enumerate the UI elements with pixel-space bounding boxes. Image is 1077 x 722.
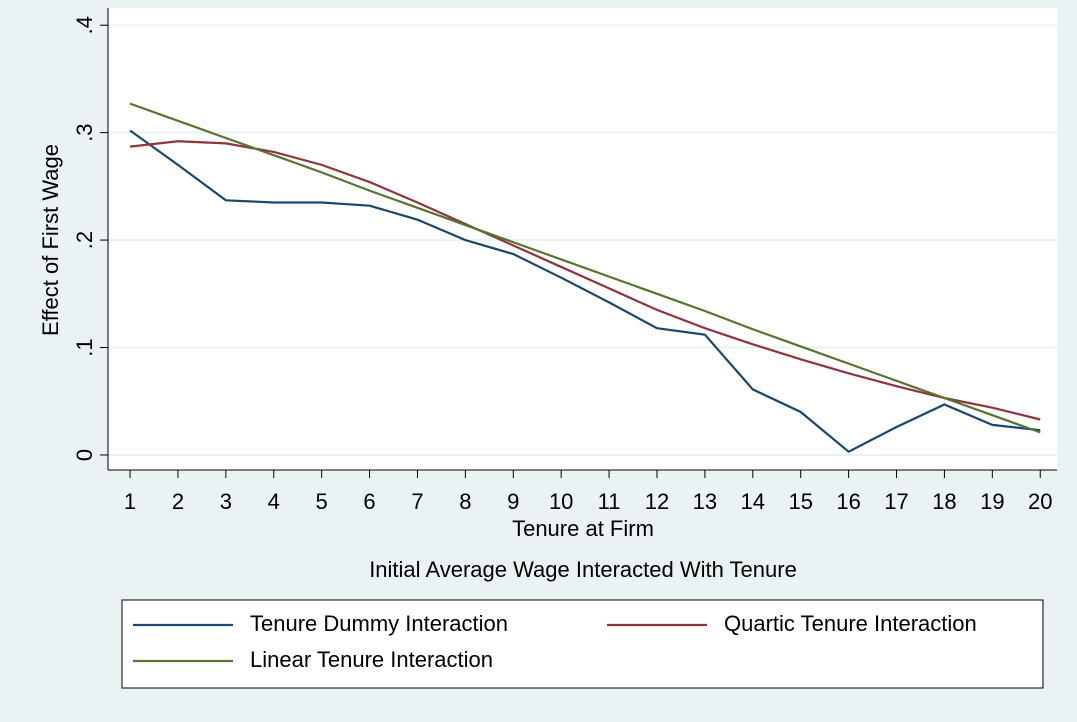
x-tick-label: 2 (172, 489, 184, 514)
x-tick-label: 16 (836, 489, 860, 514)
x-axis-title: Tenure at Firm (512, 516, 654, 541)
x-tick-label: 6 (363, 489, 375, 514)
legend-label: Linear Tenure Interaction (250, 647, 493, 672)
x-tick-label: 11 (598, 489, 621, 514)
y-tick-label: .1 (72, 338, 97, 356)
y-tick-label: 0 (72, 449, 97, 461)
x-tick-label: 20 (1028, 489, 1052, 514)
legend-label: Quartic Tenure Interaction (724, 611, 977, 636)
plot-area (108, 8, 1057, 470)
x-tick-label: 4 (268, 489, 280, 514)
x-tick-label: 13 (693, 489, 717, 514)
x-tick-label: 8 (459, 489, 471, 514)
x-tick-label: 3 (220, 489, 232, 514)
x-tick-label: 1 (124, 489, 136, 514)
y-tick-label: .3 (72, 123, 97, 141)
x-tick-label: 9 (507, 489, 519, 514)
x-tick-label: 10 (549, 489, 573, 514)
series-line (129, 129, 1041, 454)
y-tick-label: .4 (72, 16, 97, 34)
x-tick-label: 5 (316, 489, 328, 514)
x-tick-label: 17 (884, 489, 908, 514)
note: Initial Average Wage Interacted With Ten… (369, 557, 797, 582)
y-axis-title: Effect of First Wage (38, 144, 63, 336)
series-line (129, 102, 1041, 434)
legend-label: Tenure Dummy Interaction (250, 611, 508, 636)
x-tick-label: 14 (741, 489, 765, 514)
x-tick-label: 12 (645, 489, 669, 514)
x-tick-label: 7 (411, 489, 423, 514)
x-tick-label: 18 (932, 489, 956, 514)
x-tick-label: 15 (788, 489, 812, 514)
x-tick-label: 19 (980, 489, 1004, 514)
series-line (129, 140, 1041, 421)
y-tick-label: .2 (72, 231, 97, 249)
legend-box (121, 599, 1044, 689)
